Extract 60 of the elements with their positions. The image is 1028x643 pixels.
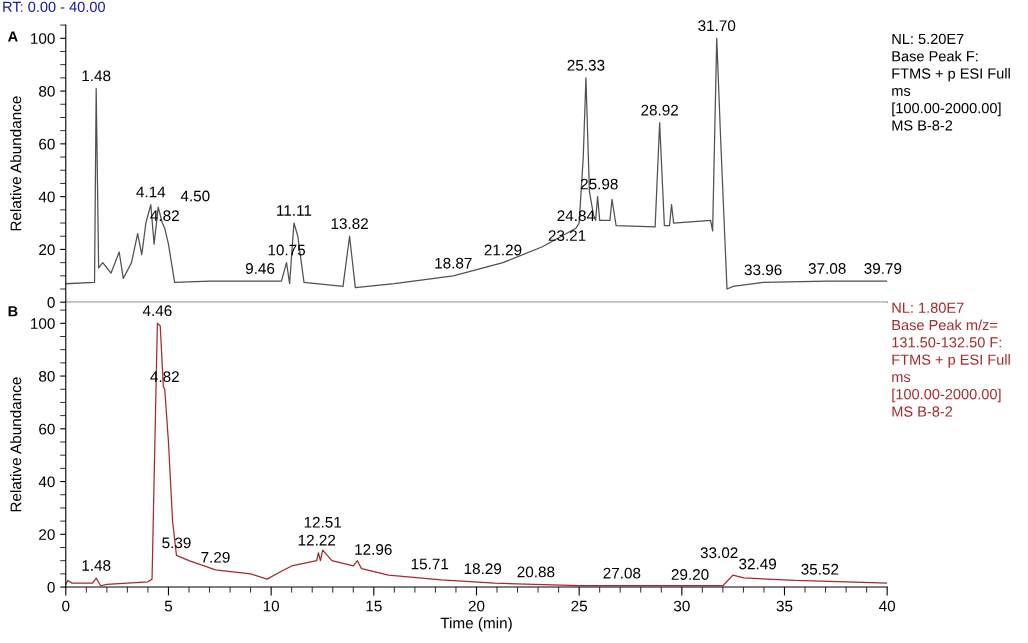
x-tick-label: 0 bbox=[62, 600, 70, 612]
annotation: 33.02 bbox=[700, 547, 738, 559]
annotation: 4.46 bbox=[142, 305, 172, 317]
annotation: 31.70 bbox=[698, 20, 736, 32]
text: B bbox=[8, 306, 18, 317]
annotation: 15.71 bbox=[411, 558, 449, 570]
y-tick-label: 20 bbox=[39, 529, 55, 540]
x-tick-label: 35 bbox=[776, 600, 793, 612]
annotation: 18.29 bbox=[464, 563, 502, 575]
annotation: 11.11 bbox=[277, 205, 312, 216]
annotation: 4.50 bbox=[180, 190, 210, 202]
x-axis-title: Time (min) bbox=[440, 617, 512, 632]
y-tick-label: 0 bbox=[47, 297, 55, 308]
annotation: 5.39 bbox=[162, 537, 191, 549]
y-tick-label: 20 bbox=[39, 244, 55, 256]
x-tick-label: 30 bbox=[673, 600, 690, 612]
annotation: 13.82 bbox=[331, 218, 368, 230]
text: NL: 5.20E7 Base Peak F: FTMS + p ESI Full ms [100.00-2000.00] MS B-8-2 bbox=[892, 33, 1010, 131]
x-tick-label: 10 bbox=[263, 600, 280, 612]
y-axis-title: Relative Abundance bbox=[10, 377, 22, 512]
text: NL: 1.80E7 Base Peak m/z= 131.50-132.50 F: FTMS + p ESI Full ms [100.00-2000.00] MS B-8-2 bbox=[892, 302, 1010, 417]
annotation: 35.52 bbox=[801, 563, 839, 575]
text: A bbox=[7, 31, 18, 42]
annotation: 9.46 bbox=[245, 263, 275, 274]
annotation: 27.08 bbox=[603, 567, 641, 579]
annotation: 12.51 bbox=[304, 516, 342, 528]
annotation: 21.29 bbox=[484, 244, 522, 256]
y-tick-label: 60 bbox=[39, 423, 55, 435]
y-tick-label: 40 bbox=[38, 476, 55, 488]
y-tick-label: 40 bbox=[38, 191, 55, 203]
x-tick-label: 40 bbox=[879, 600, 896, 612]
y-axis-title: Relative Abundance bbox=[10, 96, 22, 231]
annotation: 39.79 bbox=[864, 263, 902, 274]
annotation: 12.96 bbox=[355, 544, 392, 555]
x-tick-label: 25 bbox=[571, 600, 588, 612]
x-tick-label: 5 bbox=[164, 600, 173, 612]
annotation: 32.49 bbox=[739, 558, 777, 570]
text: RT: 0.00 - 40.00 bbox=[3, 1, 105, 12]
annotation: 25.33 bbox=[567, 59, 605, 71]
y-tick-label: 0 bbox=[47, 581, 55, 593]
annotation: 29.20 bbox=[671, 569, 709, 580]
annotation: 10.75 bbox=[268, 244, 306, 256]
annotation: 4.14 bbox=[136, 186, 166, 198]
y-tick-label: 80 bbox=[39, 85, 55, 97]
annotation: 1.48 bbox=[82, 560, 111, 571]
y-tick-label: 60 bbox=[39, 138, 55, 150]
y-tick-label: 100 bbox=[31, 318, 55, 329]
x-tick-label: 15 bbox=[366, 600, 382, 612]
annotation: 4.82 bbox=[150, 210, 179, 222]
annotation: 18.87 bbox=[435, 257, 472, 269]
y-tick-label: 80 bbox=[39, 370, 55, 382]
annotation: 33.96 bbox=[744, 264, 782, 276]
annotation: 7.29 bbox=[201, 551, 230, 563]
annotation: 12.22 bbox=[298, 534, 336, 546]
y-tick-label: 100 bbox=[31, 33, 55, 44]
annotation: 20.88 bbox=[517, 566, 555, 578]
annotation: 28.92 bbox=[641, 104, 678, 116]
annotation: 1.48 bbox=[82, 70, 111, 82]
x-tick-label: 20 bbox=[468, 600, 485, 612]
annotation: 37.08 bbox=[808, 263, 846, 274]
